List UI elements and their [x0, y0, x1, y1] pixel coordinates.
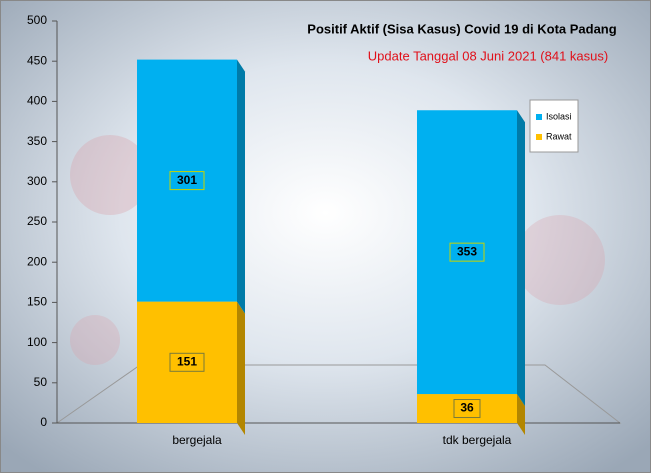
y-tick-label: 450	[27, 53, 47, 67]
bar-front	[137, 301, 237, 423]
bar	[137, 59, 245, 314]
bar	[417, 394, 525, 435]
legend-label: Rawat	[546, 131, 572, 141]
value-label-box	[449, 242, 485, 262]
value-label: 151	[177, 354, 197, 368]
y-tick-label: 100	[27, 335, 47, 349]
bar	[417, 110, 525, 407]
background-decoration	[70, 135, 150, 215]
background-decoration	[515, 215, 605, 305]
y-tick-label: 300	[27, 174, 47, 188]
value-label: 353	[457, 244, 477, 258]
x-tick-label: tdk bergejala	[443, 433, 512, 447]
value-label-box	[453, 399, 481, 419]
legend	[529, 99, 579, 153]
bar-front	[417, 110, 517, 395]
bar	[137, 301, 245, 435]
y-tick-label: 50	[34, 375, 48, 389]
bar-side	[517, 110, 525, 407]
y-tick-label: 200	[27, 254, 47, 268]
y-tick-label: 250	[27, 214, 47, 228]
y-tick-label: 400	[27, 94, 47, 108]
bar-side	[517, 394, 525, 435]
legend-swatch	[536, 114, 542, 120]
y-tick-label: 150	[27, 295, 47, 309]
chart-subtitle: Update Tanggal 08 Juni 2021 (841 kasus)	[368, 48, 608, 63]
legend-swatch	[536, 134, 542, 140]
bar-front	[417, 394, 517, 423]
bar-side	[237, 59, 245, 314]
value-label: 36	[460, 401, 474, 415]
legend-label: Isolasi	[546, 111, 572, 121]
bar-front	[137, 59, 237, 302]
value-label-box	[169, 352, 205, 372]
y-tick-label: 500	[27, 13, 47, 27]
y-tick-label: 0	[40, 415, 47, 429]
y-tick-label: 350	[27, 134, 47, 148]
x-tick-label: bergejala	[172, 433, 222, 447]
bar-side	[237, 301, 245, 435]
value-label-box	[169, 171, 205, 191]
chart-title: Positif Aktif (Sisa Kasus) Covid 19 di K…	[307, 21, 616, 36]
value-label: 301	[177, 173, 197, 187]
background-decoration	[70, 315, 120, 365]
